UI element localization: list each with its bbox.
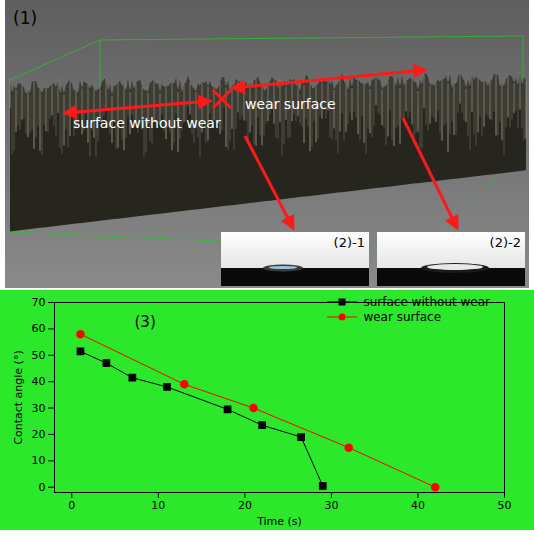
svg-text:surface without wear: surface without wear [73, 115, 221, 131]
svg-text:30: 30 [324, 499, 338, 512]
svg-text:70: 70 [32, 296, 46, 309]
svg-text:10: 10 [151, 499, 165, 512]
html-text:wear surface: wear surface [363, 309, 442, 324]
svg-text:20: 20 [32, 428, 46, 441]
svg-text:0: 0 [68, 499, 75, 512]
svg-text:20: 20 [238, 499, 252, 512]
svg-text:30: 30 [32, 402, 46, 415]
svg-text:(3): (3) [135, 313, 156, 331]
svg-text:50: 50 [498, 499, 512, 512]
svg-text:40: 40 [32, 375, 46, 388]
html-text:surface without wear: surface without wear [363, 294, 490, 309]
svg-text:(2)-1: (2)-1 [334, 235, 365, 250]
svg-text:50: 50 [32, 349, 46, 362]
svg-text:Contact angle (°): Contact angle (°) [12, 350, 25, 444]
svg-text:40: 40 [411, 499, 425, 512]
svg-text:0: 0 [39, 481, 46, 494]
svg-text:(1): (1) [13, 8, 37, 28]
svg-text:wear surface: wear surface [245, 96, 336, 112]
svg-text:(2)-2: (2)-2 [490, 235, 521, 250]
svg-text:60: 60 [32, 322, 46, 335]
svg-text:Time (s): Time (s) [256, 515, 302, 528]
svg-text:10: 10 [32, 454, 46, 467]
